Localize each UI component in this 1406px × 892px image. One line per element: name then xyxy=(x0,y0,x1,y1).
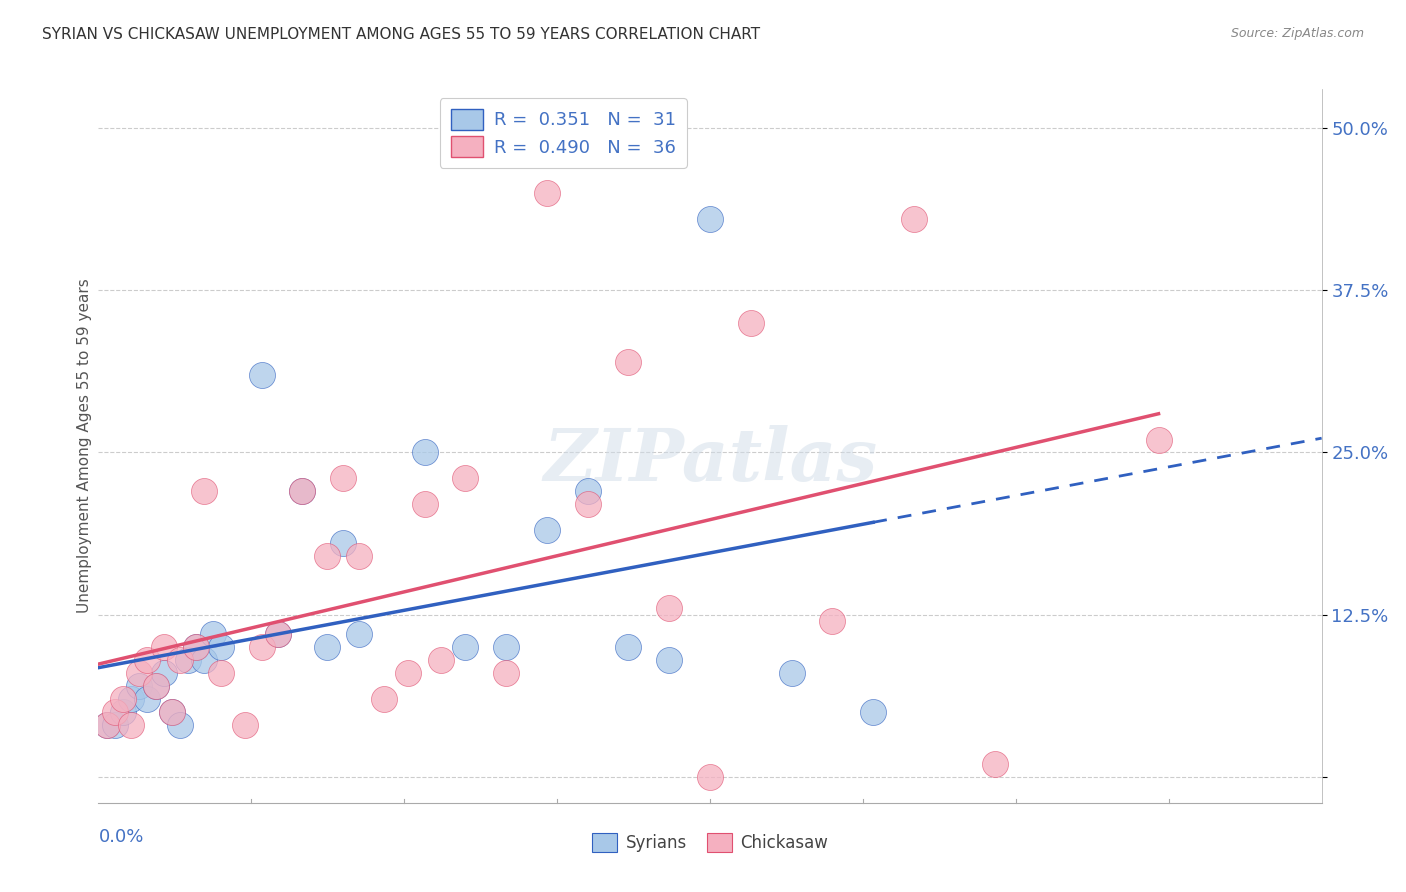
Point xyxy=(201,627,224,641)
Point xyxy=(152,666,174,681)
Point xyxy=(984,756,1007,771)
Text: ZIPatlas: ZIPatlas xyxy=(543,425,877,496)
Point xyxy=(111,705,134,719)
Point xyxy=(96,718,118,732)
Text: SYRIAN VS CHICKASAW UNEMPLOYMENT AMONG AGES 55 TO 59 YEARS CORRELATION CHART: SYRIAN VS CHICKASAW UNEMPLOYMENT AMONG A… xyxy=(42,27,761,42)
Point xyxy=(454,471,477,485)
Point xyxy=(396,666,419,681)
Point xyxy=(186,640,208,654)
Point xyxy=(104,718,127,732)
Point xyxy=(233,718,256,732)
Point xyxy=(349,549,371,564)
Point xyxy=(536,524,558,538)
Point xyxy=(699,770,721,784)
Point xyxy=(576,484,599,499)
Point xyxy=(658,653,681,667)
Point xyxy=(160,705,183,719)
Point xyxy=(862,705,884,719)
Point xyxy=(315,549,337,564)
Point xyxy=(821,614,844,628)
Point xyxy=(430,653,453,667)
Point xyxy=(1147,433,1170,447)
Point xyxy=(536,186,558,200)
Point xyxy=(145,679,167,693)
Point xyxy=(495,666,517,681)
Point xyxy=(136,653,159,667)
Point xyxy=(332,536,354,550)
Point xyxy=(128,679,150,693)
Point xyxy=(169,718,191,732)
Point xyxy=(291,484,314,499)
Point xyxy=(193,484,215,499)
Point xyxy=(315,640,337,654)
Point xyxy=(373,692,395,706)
Point xyxy=(160,705,183,719)
Point xyxy=(617,354,640,368)
Point xyxy=(576,497,599,511)
Point xyxy=(454,640,477,654)
Point xyxy=(104,705,127,719)
Point xyxy=(193,653,215,667)
Point xyxy=(177,653,200,667)
Point xyxy=(903,211,925,226)
Point xyxy=(291,484,314,499)
Point xyxy=(332,471,354,485)
Point xyxy=(250,640,273,654)
Point xyxy=(658,601,681,615)
Point xyxy=(186,640,208,654)
Point xyxy=(145,679,167,693)
Point xyxy=(152,640,174,654)
Text: 0.0%: 0.0% xyxy=(98,828,143,846)
Point xyxy=(267,627,290,641)
Legend: Syrians, Chickasaw: Syrians, Chickasaw xyxy=(585,827,835,859)
Y-axis label: Unemployment Among Ages 55 to 59 years: Unemployment Among Ages 55 to 59 years xyxy=(77,278,91,614)
Point xyxy=(250,368,273,382)
Point xyxy=(349,627,371,641)
Point xyxy=(209,640,232,654)
Point xyxy=(136,692,159,706)
Point xyxy=(128,666,150,681)
Point xyxy=(111,692,134,706)
Point xyxy=(699,211,721,226)
Point xyxy=(740,316,762,330)
Point xyxy=(96,718,118,732)
Point xyxy=(495,640,517,654)
Point xyxy=(413,445,436,459)
Point xyxy=(780,666,803,681)
Text: Source: ZipAtlas.com: Source: ZipAtlas.com xyxy=(1230,27,1364,40)
Point xyxy=(617,640,640,654)
Point xyxy=(209,666,232,681)
Point xyxy=(120,718,142,732)
Point xyxy=(413,497,436,511)
Point xyxy=(267,627,290,641)
Point xyxy=(169,653,191,667)
Point xyxy=(120,692,142,706)
